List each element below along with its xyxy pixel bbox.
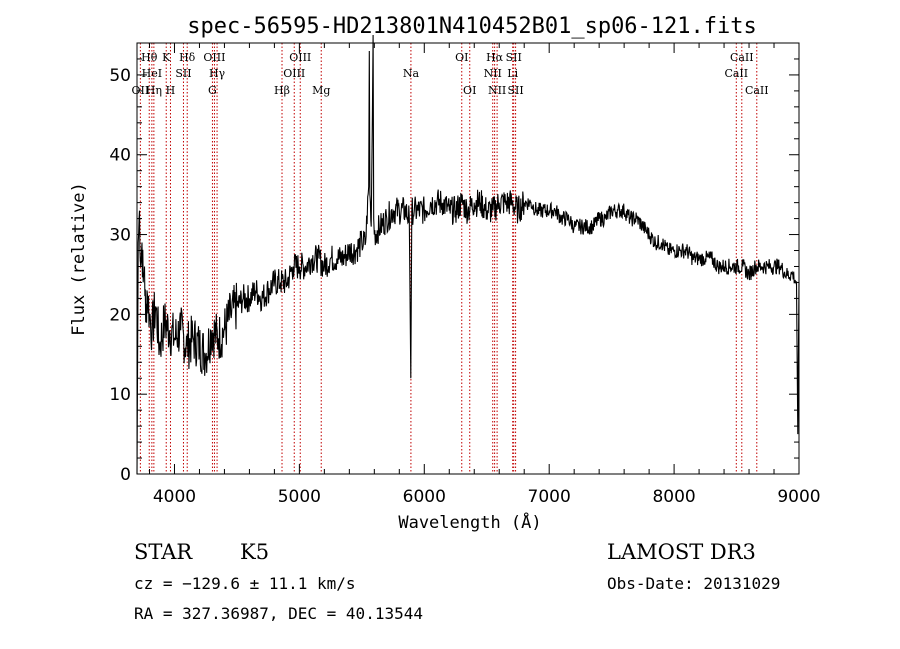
spectral-line-labels: OIIHθHeIHηKHSIIHδGOIIIHγHβOIIIOIIIMgNaOI… <box>132 51 769 97</box>
line-label-12: OIII <box>283 67 305 80</box>
line-label-15: Na <box>403 67 420 80</box>
x-tick-label-3: 7000 <box>528 487 571 507</box>
line-label-6: SII <box>175 67 191 80</box>
line-label-19: Hα <box>486 51 504 64</box>
y-tick-label-5: 50 <box>109 66 131 86</box>
y-tick-label-2: 20 <box>109 305 131 325</box>
y-axis: 0 10 20 30 40 50 <box>109 42 799 485</box>
coordinates: RA = 327.36987, DEC = 40.13544 <box>134 604 423 623</box>
x-axis-label: Wavelength (Å) <box>398 511 541 533</box>
line-label-26: CaII <box>745 84 769 97</box>
x-tick-label-4: 8000 <box>652 487 695 507</box>
line-label-24: CaII <box>724 67 748 80</box>
y-tick-label-1: 10 <box>109 385 131 405</box>
line-label-21: Li <box>507 67 518 80</box>
redshift-velocity: cz = −129.6 ± 11.1 km/s <box>134 574 356 593</box>
line-label-11: Hβ <box>274 84 290 97</box>
x-tick-label-5: 9000 <box>777 487 820 507</box>
line-label-1: Hθ <box>141 51 158 64</box>
object-subclass: K5 <box>240 540 270 564</box>
x-tick-label-1: 5000 <box>278 487 321 507</box>
line-label-20: NII <box>488 84 506 97</box>
line-label-17: OI <box>463 84 476 97</box>
line-label-22: SII <box>506 51 522 64</box>
line-label-7: Hδ <box>179 51 196 64</box>
line-label-16: OI <box>455 51 468 64</box>
x-tick-label-2: 6000 <box>403 487 446 507</box>
line-label-9: OIII <box>203 51 225 64</box>
y-axis-label: Flux (relative) <box>69 182 89 336</box>
survey-name: LAMOST DR3 <box>607 540 756 564</box>
line-label-8: G <box>208 84 217 97</box>
x-tick-label-0: 4000 <box>153 487 196 507</box>
y-tick-label-4: 40 <box>109 146 131 166</box>
line-label-4: K <box>162 51 171 64</box>
object-type: STAR <box>134 540 193 564</box>
line-label-23: SII <box>507 84 523 97</box>
line-label-13: OIII <box>289 51 311 64</box>
plot-frame <box>136 42 800 475</box>
chart-title: spec-56595-HD213801N410452B01_sp06-121.f… <box>187 14 757 39</box>
line-label-10: Hγ <box>209 67 226 80</box>
line-label-3: Hη <box>146 84 162 97</box>
y-tick-label-0: 0 <box>120 465 131 485</box>
line-label-2: HeI <box>142 67 162 80</box>
spectrum-series-line <box>136 34 800 475</box>
line-label-18: NII <box>484 67 502 80</box>
observation-date: Obs-Date: 20131029 <box>607 574 781 593</box>
line-label-5: H <box>166 84 176 97</box>
spectral-line-markers <box>139 43 758 474</box>
y-tick-label-3: 30 <box>109 226 131 246</box>
line-label-25: CaII <box>730 51 754 64</box>
x-axis: 4000 5000 6000 7000 8000 9000 <box>148 43 821 507</box>
line-label-14: Mg <box>312 84 330 97</box>
